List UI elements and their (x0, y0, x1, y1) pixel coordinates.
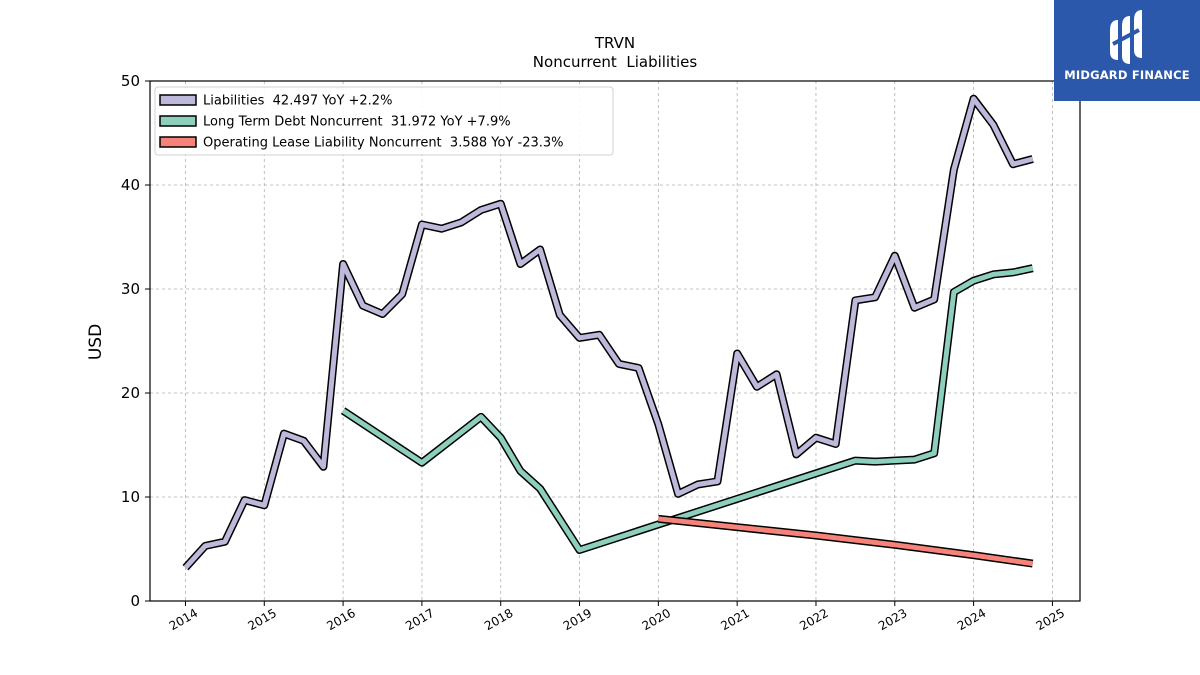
series-2 (657, 514, 1034, 568)
legend-box (154, 86, 614, 156)
brand-logo: MIDGARD FINANCE (1054, 0, 1200, 101)
brand-name: MIDGARD FINANCE (1064, 68, 1190, 82)
x-tick-label: 2021 (718, 606, 751, 633)
plot-frame (149, 80, 1081, 602)
x-tick-label: 2015 (246, 606, 279, 633)
x-tick-label: 2020 (640, 606, 673, 633)
x-tick-label: 2019 (561, 606, 594, 633)
y-tick-label: 20 (121, 384, 140, 402)
series-line-outline (340, 264, 1034, 554)
y-tick-label: 30 (121, 280, 140, 298)
legend-swatch (159, 115, 197, 127)
x-tick-label: 2017 (403, 606, 436, 633)
chart-subtitle: Noncurrent Liabilities (533, 53, 698, 71)
legend-entry: Long Term Debt Noncurrent 31.972 YoY +7.… (203, 115, 511, 130)
x-tick-label: 2023 (876, 606, 909, 633)
y-axis-label: USD (86, 324, 106, 360)
x-tick-label: 2016 (324, 606, 357, 633)
x-tick-label: 2018 (482, 606, 515, 633)
y-tick-label: 40 (121, 176, 140, 194)
series-1 (340, 264, 1034, 554)
legend-swatch (159, 136, 197, 148)
y-tick-label: 10 (121, 488, 140, 506)
series-layer (182, 94, 1034, 571)
x-tick-label: 2014 (167, 606, 200, 633)
series-line (658, 516, 1034, 567)
x-tick-label: 2025 (1034, 606, 1067, 633)
midgard-logo-icon (1110, 10, 1142, 64)
legend: Liabilities 42.497 YoY +2.2% Long Term De… (154, 86, 614, 156)
series-line (341, 265, 1034, 553)
y-tick-label: 0 (130, 592, 140, 610)
series-line (183, 96, 1034, 570)
y-tick-label: 50 (121, 72, 140, 90)
series-0 (182, 94, 1034, 571)
chart-title: TRVN (594, 34, 635, 52)
grid (150, 80, 1080, 602)
legend-entry: Operating Lease Liability Noncurrent 3.5… (203, 136, 564, 151)
legend-swatch (159, 94, 197, 106)
x-tick-label: 2024 (955, 606, 988, 633)
x-tick-label: 2022 (797, 606, 830, 633)
legend-entry: Liabilities 42.497 YoY +2.2% (203, 94, 392, 109)
